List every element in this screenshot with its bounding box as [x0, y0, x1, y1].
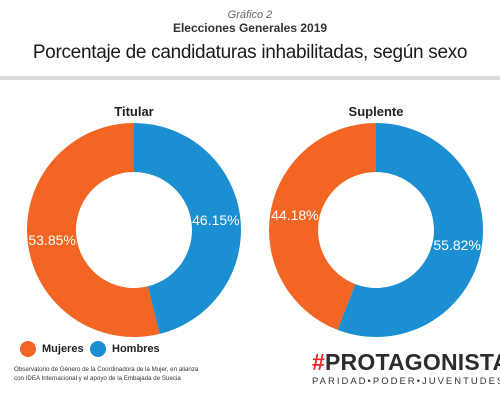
data-label-titular-mujeres: 53.85% [28, 232, 75, 248]
data-label-suplente-hombres: 55.82% [433, 237, 480, 253]
legend-label-hombres: Hombres [112, 343, 160, 355]
source-credit: Observatorio de Género de la Coordinador… [14, 366, 224, 383]
panel-title-suplente: Suplente [348, 104, 404, 119]
legend-item-mujeres: Mujeres [20, 341, 84, 357]
credit-line-1: Observatorio de Género de la Coordinador… [14, 366, 199, 373]
brand-word: PROTAGONISTAS [325, 349, 500, 375]
data-label-titular-hombres: 46.15% [192, 212, 239, 228]
slice-suplente-mujeres [269, 123, 376, 330]
chart-title: Porcentaje de candidaturas inhabilitadas… [32, 42, 468, 63]
chart-subtitle: Elecciones Generales 2019 [172, 21, 328, 35]
legend-swatch-hombres [90, 341, 106, 357]
chart-kicker: Gráfico 2 [227, 9, 273, 21]
slice-titular-hombres [134, 123, 242, 334]
slice-titular-mujeres [27, 123, 160, 337]
protagonistas-logo: #PROTAGONISTAS PARIDAD•PODER•JUVENTUDES [312, 349, 500, 387]
legend-swatch-mujeres [20, 341, 36, 357]
brand-hash: # [312, 349, 325, 375]
legend-item-hombres: Hombres [90, 341, 160, 357]
slice-suplente-hombres [337, 123, 484, 338]
brand-tagline: PARIDAD•PODER•JUVENTUDES [312, 376, 500, 387]
legend-label-mujeres: Mujeres [42, 343, 84, 355]
data-label-suplente-mujeres: 44.18% [271, 207, 318, 223]
credit-line-2: con IDEA Internacional y el apoyo de la … [14, 374, 181, 382]
brand-name: #PROTAGONISTAS [312, 349, 500, 375]
panel-title-titular: Titular [114, 104, 154, 119]
header-divider [0, 76, 500, 80]
